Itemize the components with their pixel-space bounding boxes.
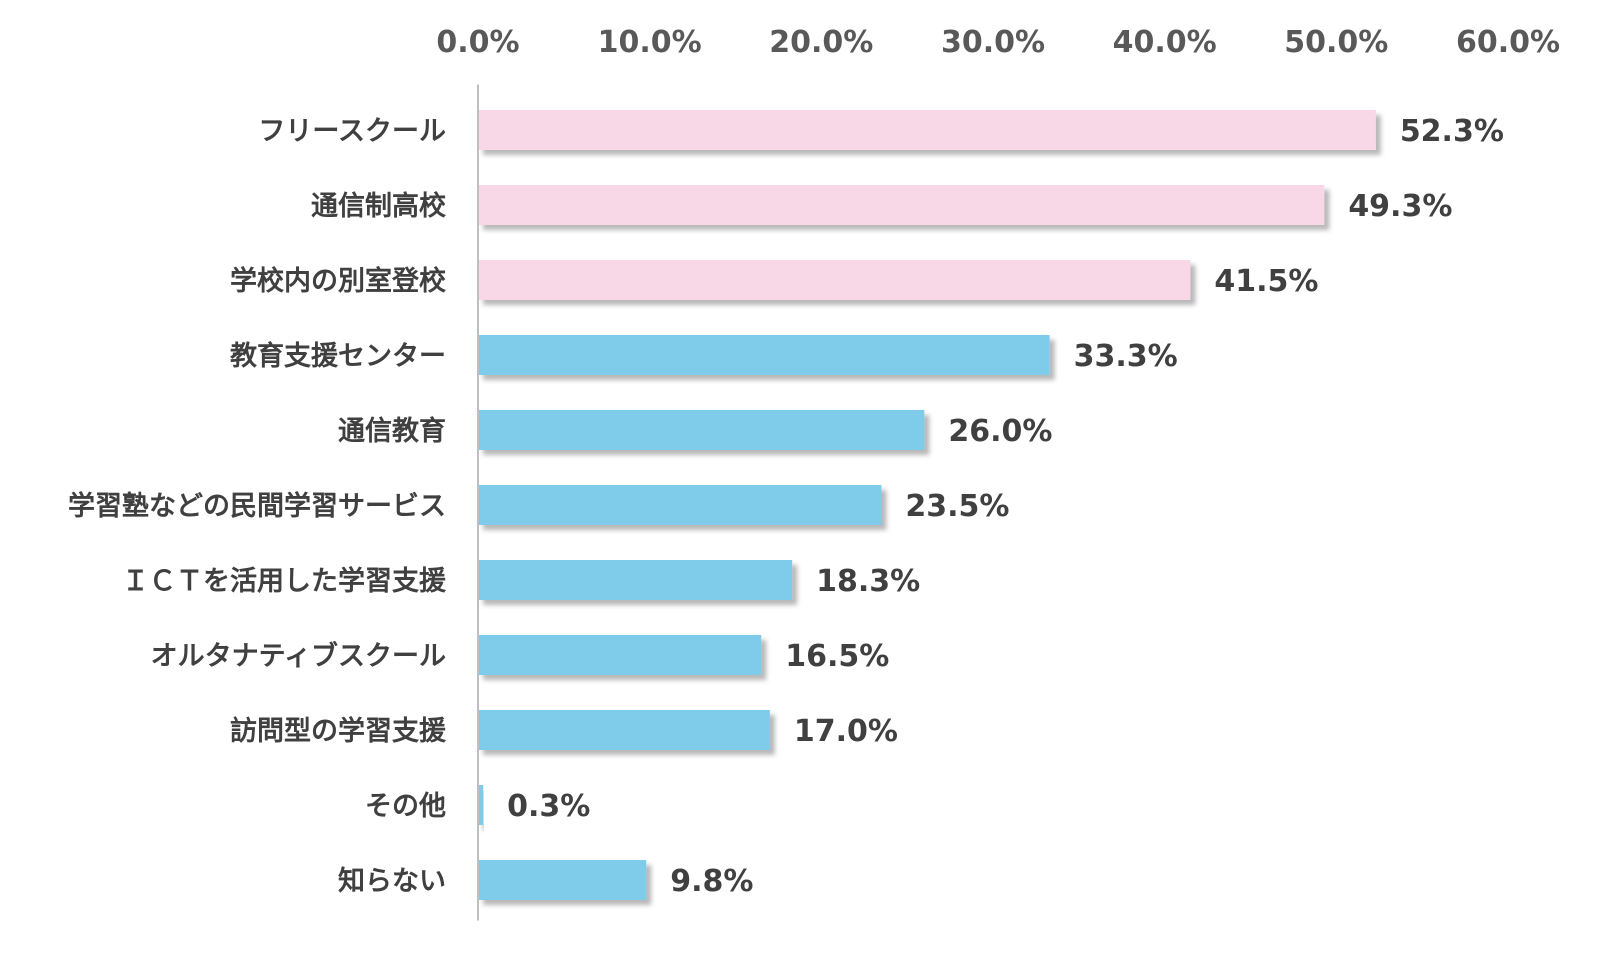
bar [478, 710, 770, 750]
bar [478, 110, 1376, 150]
data-label: 49.3% [1348, 189, 1452, 224]
category-label: ＩＣＴを活用した学習支援 [122, 565, 447, 597]
bar [478, 335, 1050, 375]
category-label: 学校内の別室登校 [230, 265, 446, 297]
category-label: 通信制高校 [311, 190, 446, 222]
bar [478, 635, 762, 675]
x-tick-label: 60.0% [1456, 25, 1560, 60]
bar [478, 860, 647, 900]
bar [478, 485, 882, 525]
category-label: 教育支援センター [230, 340, 446, 372]
bar [478, 260, 1191, 300]
value-labels: 52.3% 49.3% 41.5% 33.3% 26.0% 23.5% 18.3% 16.5%… [507, 114, 1504, 899]
data-label: 26.0% [948, 414, 1052, 449]
category-label: 訪問型の学習支援 [230, 715, 447, 747]
category-label: オルタナティブスクール [151, 640, 446, 672]
category-label: 知らない [338, 866, 446, 897]
data-label: 18.3% [816, 564, 920, 599]
data-label: 33.3% [1074, 339, 1178, 374]
data-label: 41.5% [1214, 264, 1318, 299]
bar [478, 410, 925, 450]
data-label: 16.5% [785, 639, 889, 674]
bar [478, 185, 1325, 225]
data-label: 9.8% [670, 864, 753, 899]
category-label: 学習塾などの民間学習サービス [68, 490, 446, 522]
bar [478, 785, 484, 825]
x-tick-label: 20.0% [769, 25, 873, 60]
x-axis: 0.0% 10.0% 20.0% 30.0% 40.0% 50.0% 60.0% [436, 25, 1560, 60]
category-label: 通信教育 [338, 415, 446, 447]
category-label: フリースクール [258, 116, 446, 147]
x-tick-label: 10.0% [598, 25, 702, 60]
x-tick-label: 50.0% [1284, 25, 1388, 60]
data-label: 23.5% [905, 489, 1009, 524]
category-label: その他 [365, 791, 446, 822]
data-label: 52.3% [1400, 114, 1504, 149]
category-labels: フリースクール通信制高校学校内の別室登校教育支援センター通信教育学習塾などの民間… [68, 116, 447, 897]
data-label: 0.3% [507, 789, 590, 824]
bar [478, 560, 793, 600]
x-tick-label: 30.0% [941, 25, 1045, 60]
x-tick-label: 0.0% [436, 25, 519, 60]
data-label: 17.0% [794, 714, 898, 749]
x-tick-label: 40.0% [1113, 25, 1217, 60]
bars [478, 110, 1376, 900]
